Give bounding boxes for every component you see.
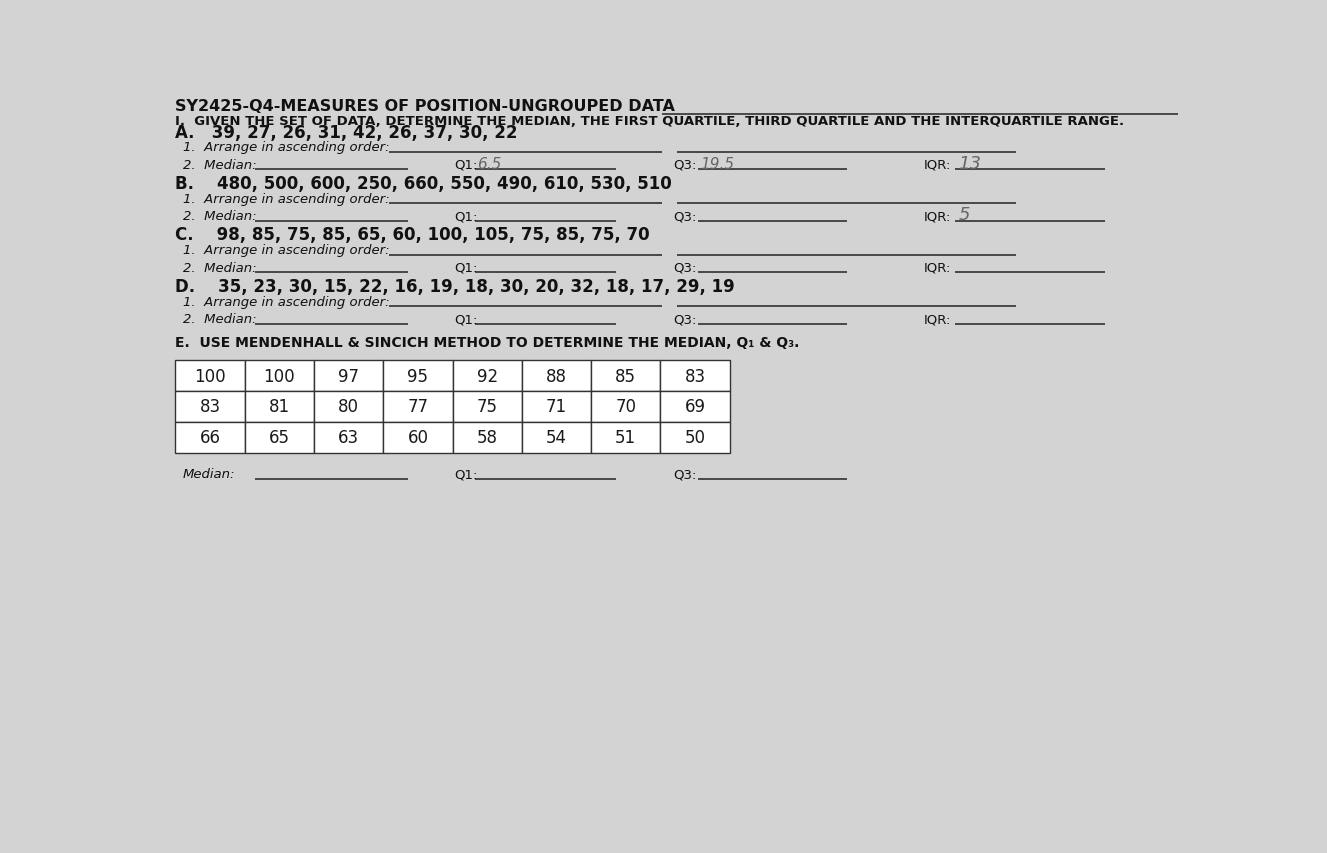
Text: 85: 85 xyxy=(616,367,637,386)
Text: Q1:: Q1: xyxy=(454,159,478,171)
Text: 5: 5 xyxy=(958,206,970,224)
Text: 100: 100 xyxy=(264,367,295,386)
Bar xyxy=(314,392,384,422)
Text: 1.  Arrange in ascending order:: 1. Arrange in ascending order: xyxy=(183,141,390,154)
Bar xyxy=(661,361,730,392)
Text: Q1:: Q1: xyxy=(454,313,478,326)
Bar xyxy=(453,392,522,422)
Bar xyxy=(384,422,453,453)
Text: 6.5: 6.5 xyxy=(478,156,502,171)
Bar xyxy=(244,392,314,422)
Bar xyxy=(453,422,522,453)
Text: 2.  Median:: 2. Median: xyxy=(183,159,256,171)
Bar xyxy=(591,361,661,392)
Text: 19.5: 19.5 xyxy=(701,156,735,171)
Bar xyxy=(244,361,314,392)
Bar xyxy=(175,392,244,422)
Bar xyxy=(591,422,661,453)
Text: 13: 13 xyxy=(958,154,982,172)
Text: SY2425-Q4-MEASURES OF POSITION-UNGROUPED DATA: SY2425-Q4-MEASURES OF POSITION-UNGROUPED… xyxy=(175,99,675,113)
Text: Q3:: Q3: xyxy=(674,262,697,275)
Text: B.    480, 500, 600, 250, 660, 550, 490, 610, 530, 510: B. 480, 500, 600, 250, 660, 550, 490, 61… xyxy=(175,175,671,193)
Text: Q1:: Q1: xyxy=(454,467,478,481)
Text: 50: 50 xyxy=(685,429,706,447)
Bar xyxy=(522,392,591,422)
Bar xyxy=(522,422,591,453)
Text: Q3:: Q3: xyxy=(674,313,697,326)
Text: 88: 88 xyxy=(545,367,567,386)
Bar xyxy=(314,422,384,453)
Text: 1.  Arrange in ascending order:: 1. Arrange in ascending order: xyxy=(183,244,390,257)
Text: 66: 66 xyxy=(199,429,220,447)
Text: Median:: Median: xyxy=(183,467,236,481)
Text: I.  GIVEN THE SET OF DATA, DETERMINE THE MEDIAN, THE FIRST QUARTILE, THIRD QUART: I. GIVEN THE SET OF DATA, DETERMINE THE … xyxy=(175,114,1124,128)
Bar xyxy=(591,392,661,422)
Text: 60: 60 xyxy=(407,429,429,447)
Bar xyxy=(522,361,591,392)
Text: 83: 83 xyxy=(199,398,220,416)
Text: 80: 80 xyxy=(338,398,360,416)
Bar xyxy=(244,422,314,453)
Text: 69: 69 xyxy=(685,398,706,416)
Bar xyxy=(384,361,453,392)
Text: 71: 71 xyxy=(545,398,567,416)
Text: 58: 58 xyxy=(476,429,498,447)
Text: 1.  Arrange in ascending order:: 1. Arrange in ascending order: xyxy=(183,295,390,309)
Bar xyxy=(175,361,244,392)
Text: 2.  Median:: 2. Median: xyxy=(183,313,256,326)
Bar xyxy=(661,392,730,422)
Text: 2.  Median:: 2. Median: xyxy=(183,262,256,275)
Text: 81: 81 xyxy=(269,398,289,416)
Text: IQR:: IQR: xyxy=(924,313,951,326)
Bar xyxy=(453,361,522,392)
Text: IQR:: IQR: xyxy=(924,210,951,223)
Text: IQR:: IQR: xyxy=(924,262,951,275)
Bar xyxy=(661,422,730,453)
Text: 65: 65 xyxy=(269,429,289,447)
Text: 75: 75 xyxy=(476,398,498,416)
Text: IQR:: IQR: xyxy=(924,159,951,171)
Text: A.   39, 27, 26, 31, 42, 26, 37, 30, 22: A. 39, 27, 26, 31, 42, 26, 37, 30, 22 xyxy=(175,124,518,142)
Text: Q1:: Q1: xyxy=(454,210,478,223)
Text: 97: 97 xyxy=(338,367,360,386)
Text: 70: 70 xyxy=(616,398,637,416)
Bar xyxy=(384,392,453,422)
Text: C.    98, 85, 75, 85, 65, 60, 100, 105, 75, 85, 75, 70: C. 98, 85, 75, 85, 65, 60, 100, 105, 75,… xyxy=(175,226,650,244)
Text: Q3:: Q3: xyxy=(674,210,697,223)
Text: 100: 100 xyxy=(194,367,226,386)
Bar xyxy=(314,361,384,392)
Text: 1.  Arrange in ascending order:: 1. Arrange in ascending order: xyxy=(183,193,390,206)
Bar xyxy=(175,422,244,453)
Text: 95: 95 xyxy=(407,367,429,386)
Text: 83: 83 xyxy=(685,367,706,386)
Text: 2.  Median:: 2. Median: xyxy=(183,210,256,223)
Text: 92: 92 xyxy=(476,367,498,386)
Text: 51: 51 xyxy=(616,429,637,447)
Text: 54: 54 xyxy=(545,429,567,447)
Text: Q3:: Q3: xyxy=(674,467,697,481)
Text: E.  USE MENDENHALL & SINCICH METHOD TO DETERMINE THE MEDIAN, Q₁ & Q₃.: E. USE MENDENHALL & SINCICH METHOD TO DE… xyxy=(175,336,800,350)
Text: 63: 63 xyxy=(338,429,360,447)
Text: D.    35, 23, 30, 15, 22, 16, 19, 18, 30, 20, 32, 18, 17, 29, 19: D. 35, 23, 30, 15, 22, 16, 19, 18, 30, 2… xyxy=(175,277,735,295)
Text: Q3:: Q3: xyxy=(674,159,697,171)
Text: Q1:: Q1: xyxy=(454,262,478,275)
Text: 77: 77 xyxy=(407,398,429,416)
